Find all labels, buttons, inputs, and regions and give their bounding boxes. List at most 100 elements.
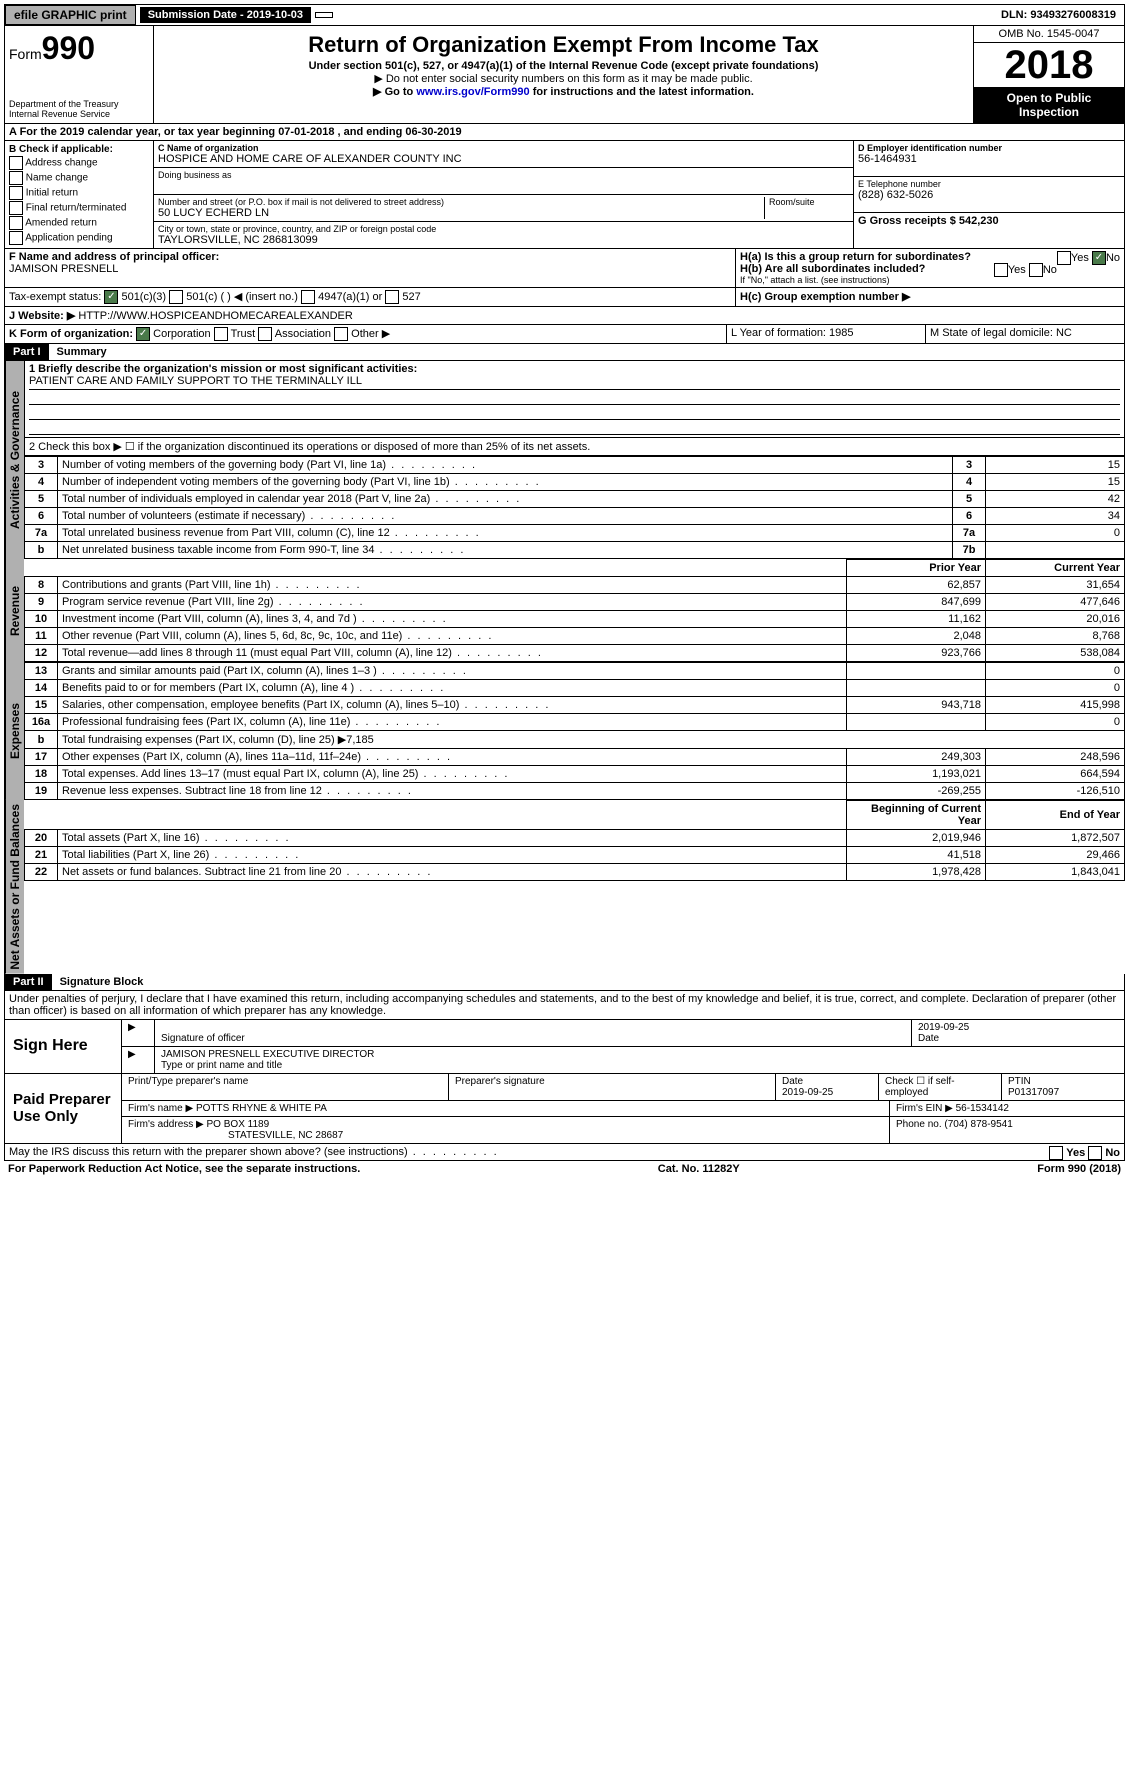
final-return-checkbox[interactable] [9, 201, 23, 215]
sign-here-block: Sign Here ▶ Signature of officer 2019-09… [4, 1020, 1125, 1074]
527-checkbox[interactable] [385, 290, 399, 304]
other-checkbox[interactable] [334, 327, 348, 341]
table-row: 4Number of independent voting members of… [25, 474, 1125, 491]
table-row: 22Net assets or fund balances. Subtract … [25, 864, 1125, 881]
table-row: 16aProfessional fundraising fees (Part I… [25, 714, 1125, 731]
table-row: 20Total assets (Part X, line 16)2,019,94… [25, 830, 1125, 847]
discuss-row: May the IRS discuss this return with the… [4, 1144, 1125, 1161]
org-name: HOSPICE AND HOME CARE OF ALEXANDER COUNT… [158, 153, 849, 165]
form-note-2: ▶ Go to www.irs.gov/Form990 for instruct… [158, 85, 969, 98]
discuss-no-checkbox[interactable] [1088, 1146, 1102, 1160]
omb-number: OMB No. 1545-0047 [974, 26, 1124, 43]
form-title: Return of Organization Exempt From Incom… [158, 32, 969, 58]
part2-header: Part II Signature Block [4, 974, 1125, 991]
row-klm: K Form of organization: Corporation Trus… [4, 325, 1125, 344]
form-number: Form990 [9, 30, 149, 67]
discuss-yes-checkbox[interactable] [1049, 1146, 1063, 1160]
application-pending-checkbox[interactable] [9, 231, 23, 245]
corp-checkbox[interactable] [136, 327, 150, 341]
table-row: 8Contributions and grants (Part VIII, li… [25, 577, 1125, 594]
table-row: bTotal fundraising expenses (Part IX, co… [25, 731, 1125, 749]
phone-value: (828) 632-5026 [858, 189, 1120, 201]
amended-return-checkbox[interactable] [9, 216, 23, 230]
row-tax-status: Tax-exempt status: 501(c)(3) 501(c) ( ) … [4, 288, 1125, 307]
4947-checkbox[interactable] [301, 290, 315, 304]
ein-value: 56-1464931 [858, 153, 1120, 165]
table-row: 6Total number of volunteers (estimate if… [25, 508, 1125, 525]
open-inspection-badge: Open to Public Inspection [974, 87, 1124, 123]
assoc-checkbox[interactable] [258, 327, 272, 341]
form-header: Form990 Department of the Treasury Inter… [4, 26, 1125, 124]
officer-name: JAMISON PRESNELL [9, 263, 118, 275]
hb-no-checkbox[interactable] [1029, 263, 1043, 277]
501c-checkbox[interactable] [169, 290, 183, 304]
netassets-section: Net Assets or Fund Balances Beginning of… [4, 800, 1125, 974]
line2-discontinued: 2 Check this box ▶ ☐ if the organization… [24, 438, 1125, 456]
table-row: 18Total expenses. Add lines 13–17 (must … [25, 766, 1125, 783]
perjury-statement: Under penalties of perjury, I declare th… [4, 991, 1125, 1020]
irs-link[interactable]: www.irs.gov/Form990 [416, 86, 529, 98]
firm-name: POTTS RHYNE & WHITE PA [196, 1103, 327, 1114]
part1-header: Part I Summary [4, 344, 1125, 361]
box-d-ein: D Employer identification number 56-1464… [853, 141, 1124, 248]
website-url: HTTP://WWW.HOSPICEANDHOMECAREALEXANDER [78, 310, 352, 322]
table-row: 15Salaries, other compensation, employee… [25, 697, 1125, 714]
row-f-h: F Name and address of principal officer:… [4, 249, 1125, 288]
org-address: 50 LUCY ECHERD LN [158, 207, 764, 219]
form-note-1: ▶ Do not enter social security numbers o… [158, 72, 969, 85]
gross-receipts: G Gross receipts $ 542,230 [858, 215, 1120, 227]
state-domicile: M State of legal domicile: NC [926, 325, 1124, 343]
tax-year: 2018 [974, 43, 1124, 87]
address-change-checkbox[interactable] [9, 156, 23, 170]
table-row: 21Total liabilities (Part X, line 26)41,… [25, 847, 1125, 864]
trust-checkbox[interactable] [214, 327, 228, 341]
name-change-checkbox[interactable] [9, 171, 23, 185]
table-row: bNet unrelated business taxable income f… [25, 542, 1125, 559]
ha-yes-checkbox[interactable] [1057, 251, 1071, 265]
501c3-checkbox[interactable] [104, 290, 118, 304]
submission-date-label: Submission Date - 2019-10-03 [140, 7, 311, 23]
submission-date-value [315, 12, 333, 18]
table-row: 17Other expenses (Part IX, column (A), l… [25, 749, 1125, 766]
table-row: 10Investment income (Part VIII, column (… [25, 611, 1125, 628]
governance-table: 3Number of voting members of the governi… [24, 456, 1125, 559]
expenses-table: 13Grants and similar amounts paid (Part … [24, 662, 1125, 800]
year-formation: L Year of formation: 1985 [727, 325, 926, 343]
table-row: 7aTotal unrelated business revenue from … [25, 525, 1125, 542]
box-b-checkboxes: B Check if applicable: Address change Na… [5, 141, 154, 248]
hb-yes-checkbox[interactable] [994, 263, 1008, 277]
initial-return-checkbox[interactable] [9, 186, 23, 200]
top-bar: efile GRAPHIC print Submission Date - 20… [4, 4, 1125, 26]
page-footer: For Paperwork Reduction Act Notice, see … [4, 1161, 1125, 1177]
firm-phone: (704) 878-9541 [944, 1119, 1012, 1130]
governance-section: Activities & Governance 1 Briefly descri… [4, 361, 1125, 559]
efile-button[interactable]: efile GRAPHIC print [5, 5, 136, 25]
table-row: 12Total revenue—add lines 8 through 11 (… [25, 645, 1125, 662]
org-city: TAYLORSVILLE, NC 286813099 [158, 234, 849, 246]
table-row: 11Other revenue (Part VIII, column (A), … [25, 628, 1125, 645]
netassets-table: Beginning of Current YearEnd of Year20To… [24, 800, 1125, 881]
dept-label: Department of the Treasury Internal Reve… [9, 99, 149, 119]
ha-no-checkbox[interactable] [1092, 251, 1106, 265]
mission-text: PATIENT CARE AND FAMILY SUPPORT TO THE T… [29, 375, 1120, 390]
table-row: 9Program service revenue (Part VIII, lin… [25, 594, 1125, 611]
firm-ein: 56-1534142 [956, 1103, 1009, 1114]
paid-preparer-block: Paid Preparer Use Only Print/Type prepar… [4, 1074, 1125, 1144]
firm-address: PO BOX 1189 [207, 1119, 270, 1130]
table-row: 5Total number of individuals employed in… [25, 491, 1125, 508]
row-website: J Website: ▶ HTTP://WWW.HOSPICEANDHOMECA… [4, 307, 1125, 325]
ptin-value: P01317097 [1008, 1087, 1059, 1098]
table-row: 3Number of voting members of the governi… [25, 457, 1125, 474]
form-subtitle: Under section 501(c), 527, or 4947(a)(1)… [158, 60, 969, 72]
table-row: 14Benefits paid to or for members (Part … [25, 680, 1125, 697]
table-row: 13Grants and similar amounts paid (Part … [25, 663, 1125, 680]
table-row: 19Revenue less expenses. Subtract line 1… [25, 783, 1125, 800]
revenue-table: Prior YearCurrent Year8Contributions and… [24, 559, 1125, 662]
revenue-section: Revenue Prior YearCurrent Year8Contribut… [4, 559, 1125, 662]
box-c-org-info: C Name of organization HOSPICE AND HOME … [154, 141, 853, 248]
officer-signature-name: JAMISON PRESNELL EXECUTIVE DIRECTOR [161, 1049, 374, 1060]
section-bcd: B Check if applicable: Address change Na… [4, 141, 1125, 249]
expenses-section: Expenses 13Grants and similar amounts pa… [4, 662, 1125, 800]
dln-label: DLN: 93493276008319 [993, 7, 1124, 23]
row-a-tax-year: A For the 2019 calendar year, or tax yea… [4, 124, 1125, 141]
